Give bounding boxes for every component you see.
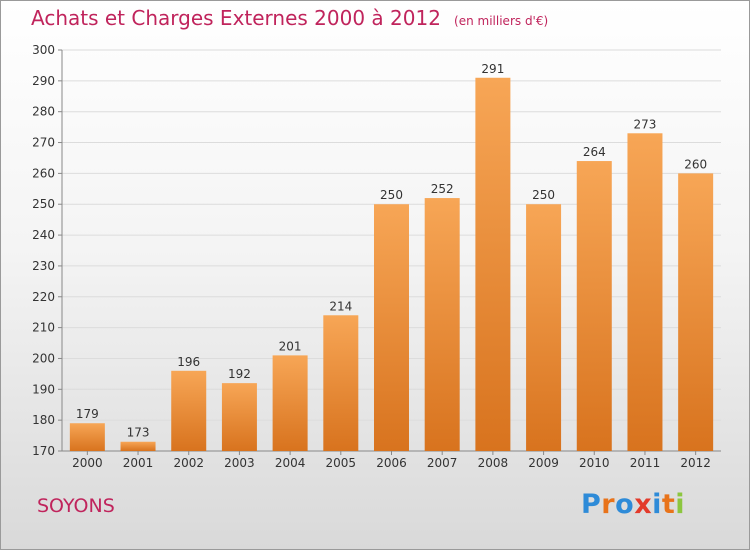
x-tick-label: 2005 bbox=[326, 456, 357, 470]
y-tick-label: 180 bbox=[32, 413, 55, 427]
x-tick-label: 2003 bbox=[224, 456, 255, 470]
y-tick-label: 240 bbox=[32, 228, 55, 242]
y-tick-label: 210 bbox=[32, 321, 55, 335]
bar bbox=[526, 204, 562, 451]
x-tick-labels: 2000 2001 2002 2003 2004 2005 2006 2007 2008 2009… bbox=[72, 456, 711, 470]
logo-letter: i bbox=[652, 489, 662, 520]
data-label: 196 bbox=[177, 355, 200, 369]
data-label: 192 bbox=[228, 367, 251, 381]
data-label: 173 bbox=[127, 426, 150, 440]
y-tick-label: 300 bbox=[32, 43, 55, 57]
chart-title: Achats et Charges Externes 2000 à 2012 (… bbox=[31, 6, 548, 30]
x-tick-label: 2001 bbox=[123, 456, 154, 470]
x-tick-label: 2008 bbox=[478, 456, 509, 470]
x-tick-label: 2007 bbox=[427, 456, 458, 470]
y-tick-label: 230 bbox=[32, 259, 55, 273]
logo-letter: P bbox=[581, 489, 602, 520]
bar bbox=[576, 161, 612, 452]
data-labels: 179 173 196 192 201 214 250 252 291 250 264 273 260 bbox=[76, 62, 707, 440]
x-tick-label: 2006 bbox=[376, 456, 407, 470]
data-label: 201 bbox=[279, 339, 302, 353]
y-tick-label: 220 bbox=[32, 290, 55, 304]
y-tick-label: 290 bbox=[32, 74, 55, 88]
y-tick-label: 200 bbox=[32, 351, 55, 365]
bar bbox=[374, 204, 409, 451]
y-tick-labels: 170 180 190 200 210 220 230 240 250 260 270 280 290 3… bbox=[32, 43, 55, 458]
logo-letter: o bbox=[615, 489, 635, 520]
y-tick-label: 270 bbox=[32, 136, 55, 150]
bar bbox=[69, 423, 105, 451]
data-label: 250 bbox=[380, 188, 403, 202]
data-label: 179 bbox=[76, 407, 99, 421]
x-tick-label: 2011 bbox=[630, 456, 661, 470]
bar bbox=[323, 315, 359, 451]
bar bbox=[424, 198, 460, 451]
bar bbox=[120, 441, 156, 451]
data-label: 252 bbox=[431, 182, 454, 196]
proxiti-logo: Proxiti bbox=[581, 489, 685, 520]
x-tick-label: 2009 bbox=[528, 456, 559, 470]
y-tick-label: 260 bbox=[32, 166, 55, 180]
chart-title-text: Achats et Charges Externes 2000 à 2012 bbox=[31, 6, 441, 30]
bar bbox=[272, 355, 308, 451]
logo-letter: r bbox=[601, 489, 616, 520]
x-tick-label: 2010 bbox=[579, 456, 610, 470]
y-tick-label: 280 bbox=[32, 105, 55, 119]
y-tick-label: 250 bbox=[32, 197, 55, 211]
bars bbox=[69, 77, 714, 452]
data-label: 273 bbox=[634, 117, 657, 131]
bar bbox=[678, 173, 714, 451]
data-label: 214 bbox=[329, 299, 352, 313]
data-label: 260 bbox=[684, 157, 707, 171]
y-tick-label: 170 bbox=[32, 444, 55, 458]
data-label: 250 bbox=[532, 188, 555, 202]
x-tick-label: 2002 bbox=[173, 456, 204, 470]
location-label: SOYONS bbox=[37, 495, 115, 517]
bar bbox=[171, 370, 207, 451]
bar bbox=[475, 77, 511, 451]
logo-letter: i bbox=[675, 489, 686, 520]
logo-letter: t bbox=[661, 489, 676, 520]
logo-letter: x bbox=[634, 489, 653, 520]
bar bbox=[221, 383, 257, 451]
bar bbox=[627, 133, 663, 452]
x-tick-label: 2000 bbox=[72, 456, 103, 470]
y-tick-label: 190 bbox=[32, 382, 55, 396]
data-label: 291 bbox=[481, 62, 504, 76]
x-tick-label: 2004 bbox=[275, 456, 306, 470]
data-label: 264 bbox=[583, 145, 606, 159]
unit-note: (en milliers d'€) bbox=[454, 14, 549, 28]
x-tick-label: 2012 bbox=[680, 456, 711, 470]
